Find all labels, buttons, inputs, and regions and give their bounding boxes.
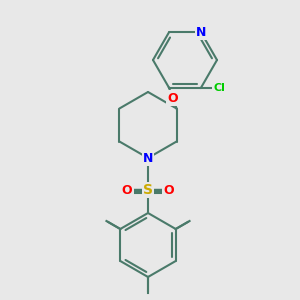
Text: N: N <box>196 26 206 39</box>
Text: O: O <box>167 92 178 105</box>
Text: N: N <box>143 152 153 164</box>
Text: Cl: Cl <box>213 83 225 93</box>
Text: S: S <box>143 183 153 197</box>
Text: O: O <box>122 184 132 196</box>
Text: O: O <box>164 184 174 196</box>
